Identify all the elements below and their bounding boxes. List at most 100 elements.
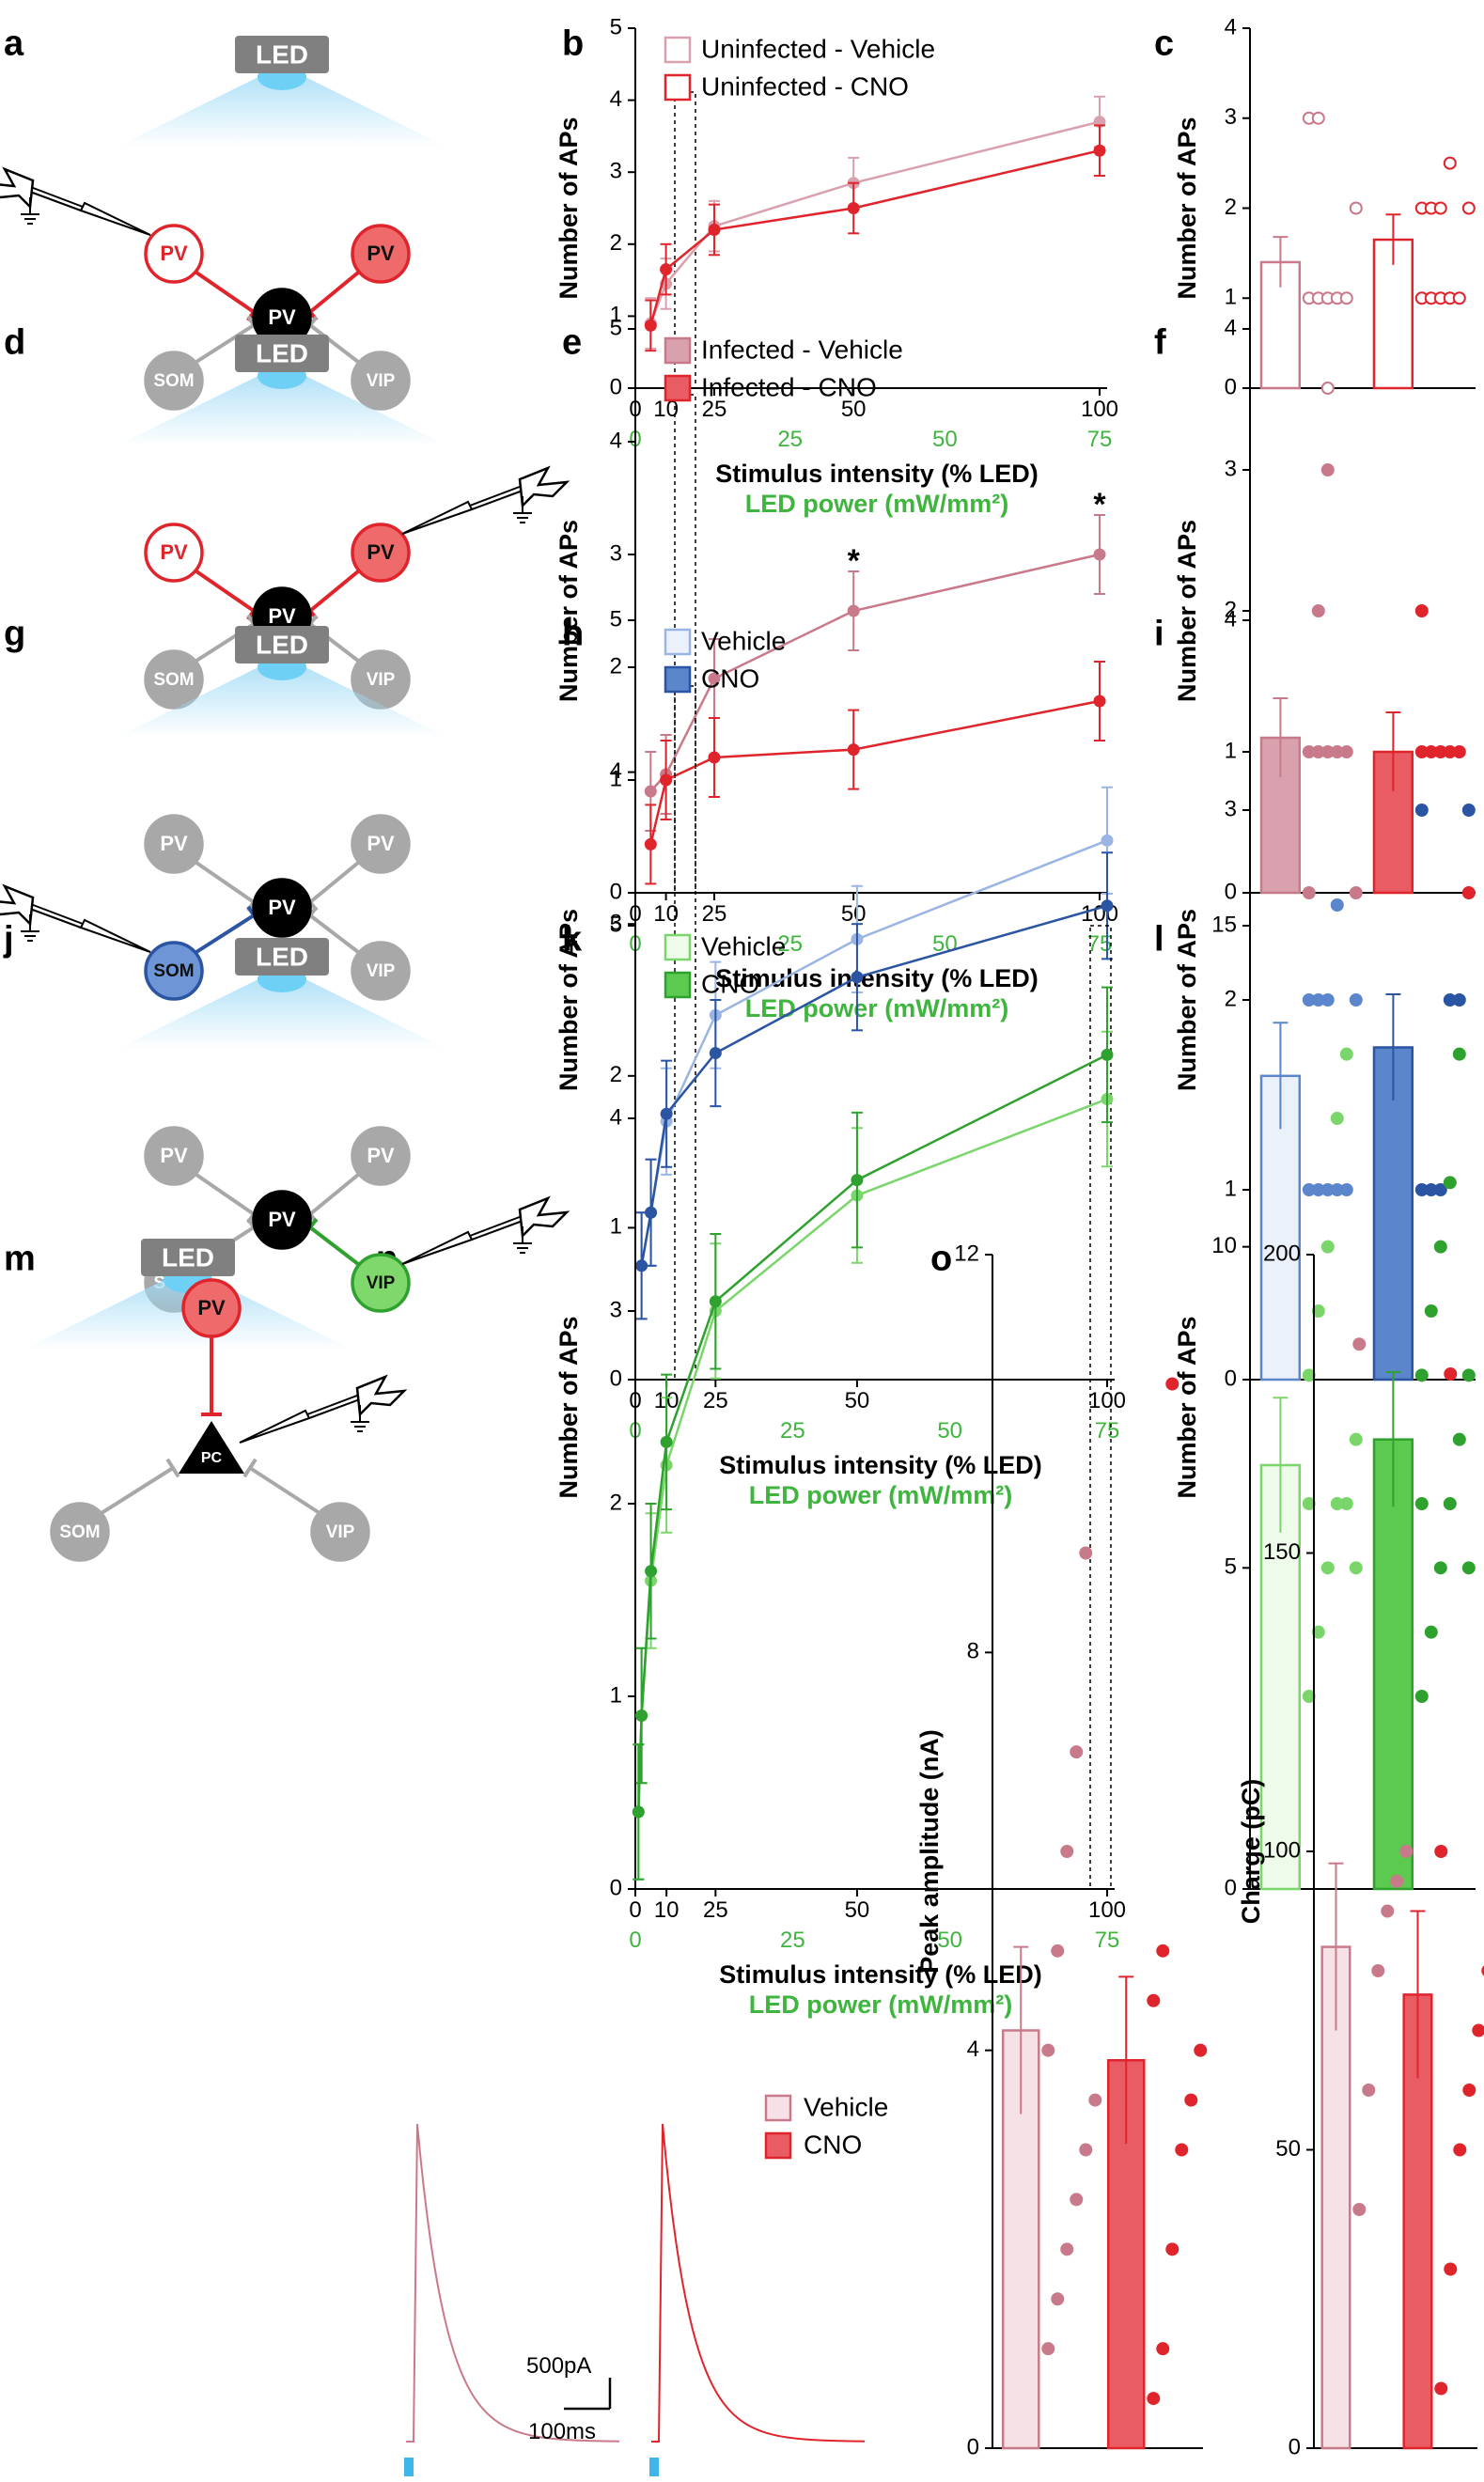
x-tick-label: 50: [841, 901, 867, 927]
x2-tick-label: 25: [777, 931, 803, 957]
cell-dot: [1165, 2242, 1179, 2256]
x2-tick-label: 25: [780, 1418, 805, 1444]
y-tick-label: 1: [610, 303, 622, 328]
y-tick-label: 1: [610, 1214, 622, 1240]
cell-dot: [1424, 1625, 1438, 1639]
legend-swatch: [664, 374, 692, 402]
cell-dot: [1433, 1183, 1447, 1196]
legend-swatch: [664, 336, 692, 365]
synapse-line: [195, 913, 256, 954]
y-tick-label: 3: [1225, 104, 1237, 130]
x2-axis-title: LED power (mW/mm²): [745, 490, 1009, 518]
y-tick-label: 0: [610, 1875, 622, 1900]
y-tick-label: 3: [610, 540, 622, 566]
synapse-line: [308, 913, 360, 954]
cell-som: SOM: [144, 941, 204, 1001]
cell-body: [252, 878, 312, 938]
y-tick-label: 200: [1263, 1241, 1301, 1266]
x2-tick-label: 50: [937, 1418, 962, 1444]
cell-body: [351, 814, 411, 874]
current-trace: [651, 2123, 866, 2443]
data-point: [847, 202, 860, 214]
synapse-top-left: [195, 1173, 261, 1225]
x2-tick-label: 75: [1095, 1418, 1120, 1444]
synapse-top-right: [302, 570, 360, 620]
legend-label: CNO: [701, 663, 759, 693]
cell-dot: [1444, 2262, 1458, 2276]
cell-body: [144, 523, 204, 583]
x-tick-label: 50: [845, 1897, 870, 1923]
y-tick-label: 5: [610, 606, 622, 632]
y-tick-label: 2: [610, 230, 622, 256]
cell-vip: VIP: [351, 1253, 411, 1313]
legend-label: Vehicle: [701, 626, 786, 655]
cell-pv-left: PV: [144, 1126, 204, 1186]
y-tick-label: 2: [610, 1062, 622, 1087]
amplifier-arrow: [518, 465, 570, 508]
cell-body: [351, 351, 411, 411]
bar-chart-o-left: 0 4 8 12 Peak amplitude (nA): [915, 1241, 1208, 2459]
scale-bar-time-label: 100ms: [528, 2419, 596, 2444]
led-label: LED: [256, 630, 308, 659]
y-tick-label: 8: [967, 1639, 979, 1664]
cell-dot: [1051, 1943, 1065, 1958]
cell-dot: [1452, 291, 1466, 305]
cell-dot: [1452, 1047, 1466, 1061]
cell-body: [351, 1126, 411, 1186]
y-axis-title: Charge (pC): [1237, 1779, 1265, 1925]
recording-pipette: [401, 465, 570, 535]
x2-axis-title: LED power (mW/mm²): [749, 1481, 1013, 1509]
y-tick-label: 1: [610, 766, 622, 791]
cell-pv-center: PV: [252, 878, 312, 938]
panel-letter-e: e: [562, 322, 582, 362]
synapse-top-left: [195, 861, 261, 913]
cell-dot: [1311, 604, 1325, 617]
led-box: [235, 335, 329, 372]
synapse-top-right: [302, 861, 360, 912]
x2-tick-label: 50: [932, 427, 958, 452]
cell-label: VIP: [326, 1522, 355, 1542]
amplifier-arrow: [0, 883, 35, 927]
cell-dot: [1414, 604, 1429, 617]
data-point: [1101, 1048, 1114, 1061]
cell-dot: [1433, 201, 1447, 215]
y-tick-label: 150: [1263, 1539, 1301, 1565]
x2-tick-label: 75: [1095, 1928, 1120, 1953]
legend-swatch: [664, 73, 692, 101]
panel-letter-b: b: [562, 23, 584, 63]
cell-dot: [1320, 993, 1335, 1007]
cell-label: PV: [268, 1208, 296, 1231]
data-point: [645, 1206, 658, 1219]
x-tick-label: 100: [1081, 397, 1118, 422]
cell-dot: [1443, 1176, 1457, 1190]
cell-body: [50, 1502, 110, 1562]
led-panel-[object Object]: LED: [117, 938, 446, 1049]
data-point: [660, 1435, 673, 1448]
cell-dot: [1371, 1964, 1385, 1977]
y-axis-title: Number of APs: [555, 1316, 583, 1498]
pipette-glass: [239, 1409, 311, 1444]
cell-dot: [1414, 1368, 1429, 1382]
y-axis-title: Number of APs: [1173, 1316, 1201, 1498]
cell-dot: [1339, 745, 1353, 758]
synapse-line: [195, 271, 256, 314]
legend-swatch: [764, 2131, 792, 2160]
cell-dot: [1434, 1845, 1448, 1858]
cell-pc-label: PC: [201, 1450, 223, 1466]
pipette-wire: [27, 185, 84, 211]
cell-dot: [1461, 886, 1476, 899]
cell-dot: [1461, 1561, 1476, 1575]
panel-letter-l: l: [1154, 919, 1164, 959]
legend-swatch: [664, 36, 692, 64]
pipette-wire: [469, 484, 525, 510]
y-axis-title: Number of APs: [555, 909, 583, 1091]
x-axis-title: Stimulus intensity (% LED): [715, 964, 1039, 992]
current-trace: [406, 2123, 620, 2443]
cell-label: VIP: [367, 961, 396, 981]
cell-dot: [1349, 886, 1363, 899]
y-tick-label: 0: [967, 2434, 979, 2459]
pipette-glass: [79, 201, 151, 236]
y-tick-label: 2: [610, 1490, 622, 1515]
